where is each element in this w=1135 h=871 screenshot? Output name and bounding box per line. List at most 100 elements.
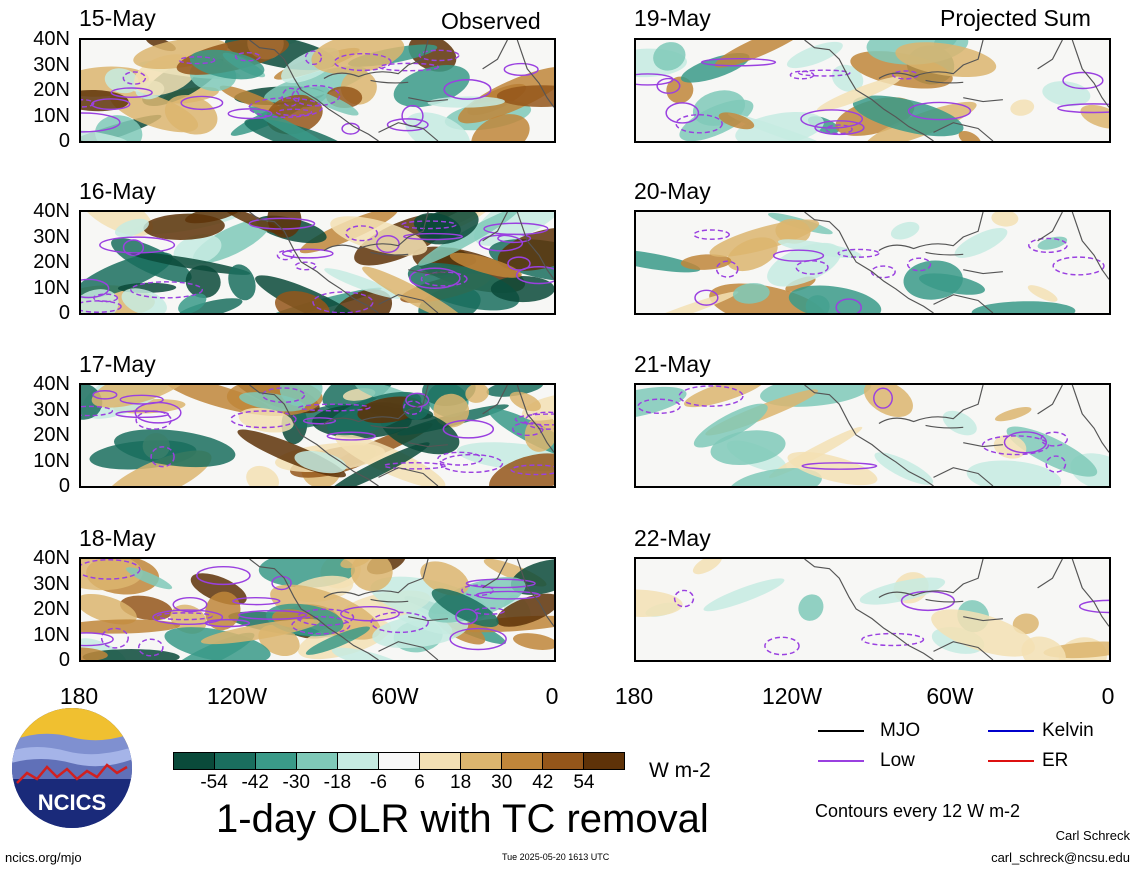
ncics-logo-graphic: NCICS — [12, 708, 132, 828]
low-contour — [801, 462, 878, 470]
low-contour — [772, 249, 825, 262]
y-tick-panel-3-4: 0 — [58, 475, 70, 497]
olr-anomaly-blob — [173, 234, 222, 265]
olr-map — [81, 40, 554, 141]
low-contour — [437, 451, 483, 466]
olr-anomaly-blob — [408, 40, 457, 72]
low-contour — [981, 435, 1050, 456]
legend-label-kelvin: Kelvin — [1042, 720, 1094, 741]
low-contour — [694, 289, 719, 306]
low-contour — [825, 124, 853, 135]
right-panel-date-3: 21-May — [634, 351, 711, 377]
olr-anomaly-blob — [130, 252, 251, 275]
low-contour — [81, 632, 114, 647]
olr-anomaly-blob — [114, 429, 236, 468]
y-tick-panel-1-0: 40N — [33, 28, 70, 50]
coastline — [804, 40, 1109, 141]
left-panel-date-1: 15-May — [79, 5, 156, 31]
colorbar-tick-label: -54 — [200, 772, 228, 793]
colorbar-swatch — [174, 753, 215, 769]
y-tick-panel-2-3: 10N — [33, 276, 70, 299]
olr-anomaly-blob — [465, 385, 489, 403]
olr-anomaly-blob — [81, 647, 108, 660]
olr-anomaly-blob — [362, 266, 468, 313]
left-map-panel-1 — [79, 38, 556, 143]
low-contour — [196, 565, 251, 586]
olr-anomaly-blob — [1042, 81, 1091, 107]
low-contour — [130, 281, 204, 299]
olr-anomaly-blob — [324, 268, 402, 299]
website-link[interactable]: ncics.org/mjo — [5, 850, 82, 865]
low-contour — [345, 225, 379, 242]
low-contour — [837, 248, 880, 258]
low-contour — [1062, 71, 1104, 90]
olr-anomaly-blob — [692, 559, 722, 575]
right-panel-date-1: 19-May — [634, 5, 711, 31]
olr-anomaly-blob — [1010, 99, 1035, 116]
olr-anomaly-blob — [81, 252, 173, 299]
olr-anomaly-blob — [1043, 641, 1109, 659]
y-tick-panel-4-1: 30N — [33, 572, 70, 595]
low-contour — [333, 52, 392, 72]
colorbar-swatch — [297, 753, 338, 769]
low-contour — [507, 256, 531, 271]
low-contour — [636, 73, 674, 86]
low-contour — [204, 618, 251, 628]
olr-anomaly-blob — [714, 40, 808, 68]
low-contour — [122, 239, 145, 256]
olr-anomaly-blob — [831, 64, 864, 92]
low-contour — [461, 584, 494, 597]
olr-anomaly-blob — [636, 248, 701, 273]
colorbar-tick-label: 54 — [573, 772, 595, 793]
olr-anomaly-blob — [512, 633, 554, 650]
olr-anomaly-blob — [636, 386, 687, 420]
olr-anomaly-blob — [418, 212, 479, 245]
x-tick-left-120w: 120W — [206, 683, 268, 709]
right-map-panel-4 — [634, 557, 1111, 662]
right-panel-date-2: 20-May — [634, 178, 711, 204]
low-contour — [294, 261, 317, 271]
low-contour — [275, 108, 313, 117]
low-contour — [122, 71, 147, 85]
olr-anomaly-blob — [496, 593, 554, 627]
right-map-panel-2 — [634, 210, 1111, 315]
olr-anomaly-blob — [490, 275, 554, 303]
olr-anomaly-blob — [219, 85, 283, 113]
olr-anomaly-blob — [1006, 426, 1098, 477]
low-contour — [907, 101, 972, 121]
x-tick-right-0: 0 — [1101, 683, 1115, 709]
olr-anomaly-blob — [449, 252, 522, 278]
coastline — [804, 385, 1109, 486]
left-panel-date-4: 18-May — [79, 525, 156, 551]
colorbar-tick-label: 18 — [450, 772, 472, 793]
olr-anomaly-blob — [81, 129, 129, 141]
olr-anomaly-blob — [1080, 104, 1109, 129]
olr-anomaly-blob — [104, 68, 139, 94]
olr-anomaly-blob — [863, 385, 913, 417]
author-email[interactable]: carl_schreck@ncsu.edu — [991, 850, 1130, 865]
low-contour — [455, 608, 478, 625]
olr-anomaly-blob — [496, 85, 554, 107]
x-tick-right-120w: 120W — [761, 683, 823, 709]
y-tick-panel-4-4: 0 — [58, 649, 70, 671]
low-contour — [403, 400, 423, 415]
low-contour — [665, 102, 700, 124]
logo-text: NCICS — [38, 790, 106, 815]
left-panel-date-2: 16-May — [79, 178, 156, 204]
low-contour — [798, 69, 851, 77]
right-map-panel-3 — [634, 383, 1111, 488]
olr-map — [636, 40, 1109, 141]
y-tick-panel-1-3: 10N — [33, 104, 70, 127]
low-contour — [764, 636, 800, 656]
low-contour — [1040, 431, 1068, 447]
olr-anomaly-blob — [1037, 236, 1068, 250]
olr-anomaly-blob — [727, 113, 839, 141]
coastline — [249, 212, 554, 313]
low-contour — [1052, 256, 1105, 276]
low-contour — [100, 627, 129, 649]
coastline — [249, 385, 554, 486]
colorbar — [173, 752, 625, 770]
low-contour — [443, 79, 492, 100]
y-tick-panel-2-4: 0 — [58, 302, 70, 324]
low-contour — [715, 260, 739, 278]
